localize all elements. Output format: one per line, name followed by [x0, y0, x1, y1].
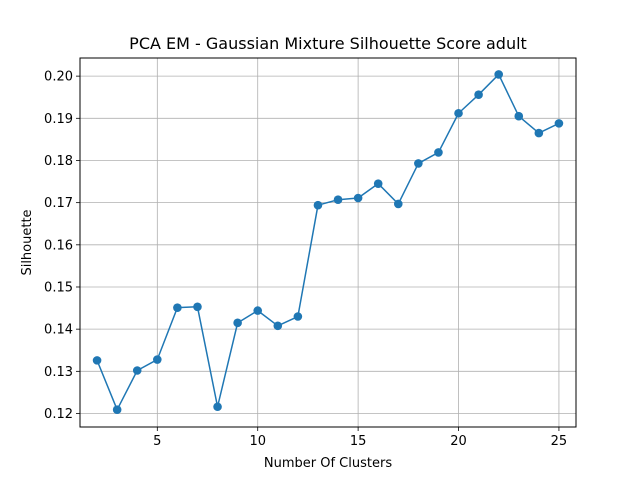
- y-tick-label: 0.16: [44, 238, 73, 253]
- data-point: [393, 199, 403, 209]
- y-tick-label: 0.20: [44, 70, 73, 85]
- data-point: [132, 366, 142, 375]
- data-point: [293, 312, 303, 321]
- data-point: [213, 402, 222, 412]
- data-point: [193, 302, 202, 312]
- y-tick-label: 0.18: [44, 154, 73, 169]
- data-point: [313, 200, 323, 210]
- x-tick-label: 25: [551, 434, 568, 449]
- data-point: [514, 111, 524, 121]
- data-point: [474, 90, 483, 99]
- x-tick-label: 10: [249, 434, 266, 449]
- data-point: [414, 159, 423, 168]
- series-line: [96, 73, 560, 411]
- data-point: [494, 70, 503, 79]
- y-tick-label: 0.14: [44, 323, 73, 338]
- y-tick-label: 0.15: [44, 280, 73, 295]
- y-axis-ticks: 0.12 0.13 0.14 0.15 0.16 0.17 0.18 0.19 0.20: [44, 70, 80, 422]
- plot-frame: [79, 57, 577, 428]
- x-tick-label: 20: [450, 434, 467, 449]
- data-point: [253, 306, 263, 315]
- data-point: [173, 303, 182, 312]
- chart-title: PCA EM - Gaussian Mixture Silhouette Sco…: [129, 34, 527, 53]
- x-tick-label: 15: [350, 434, 367, 449]
- y-tick-label: 0.19: [44, 112, 73, 127]
- y-tick-label: 0.13: [44, 365, 73, 380]
- data-point: [434, 148, 443, 157]
- x-tick-label: 5: [153, 434, 161, 449]
- data-point: [273, 321, 283, 331]
- data-point: [554, 119, 564, 128]
- data-point: [534, 128, 544, 138]
- x-axis-label: Number Of Clusters: [264, 456, 392, 471]
- x-axis-ticks: 5 10 15 20 25: [153, 427, 567, 449]
- data-point: [153, 355, 162, 364]
- y-axis-label: Silhouette: [20, 209, 35, 275]
- data-point: [233, 318, 242, 328]
- data-point: [92, 356, 102, 365]
- data-point: [112, 405, 122, 415]
- data-point: [373, 179, 383, 188]
- y-tick-label: 0.17: [44, 196, 73, 211]
- data-line-layer: [96, 73, 560, 411]
- grid: [80, 58, 576, 427]
- data-point: [353, 193, 363, 203]
- data-point: [454, 108, 463, 118]
- data-marker-layer: [92, 70, 564, 415]
- data-point: [333, 195, 343, 204]
- y-tick-label: 0.12: [44, 407, 73, 422]
